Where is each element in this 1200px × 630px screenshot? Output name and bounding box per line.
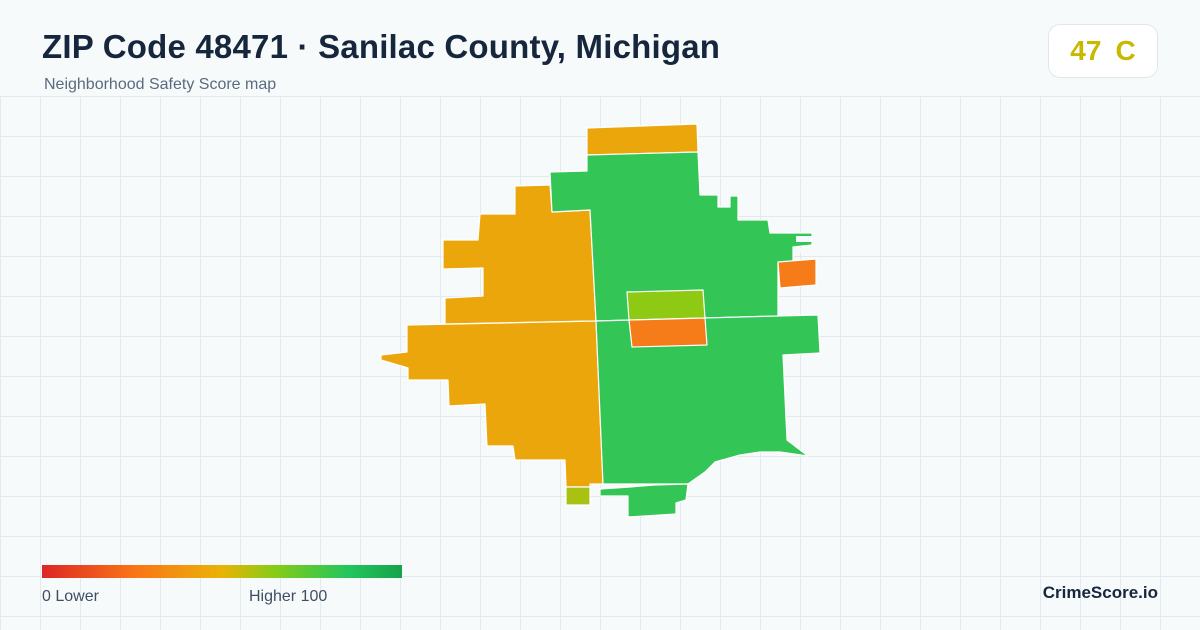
- legend-max-label: Higher 100: [249, 588, 328, 605]
- map-zone-center-south[interactable]: [628, 317, 708, 348]
- page-subtitle: Neighborhood Safety Score map: [44, 76, 277, 93]
- map-zone-southwest[interactable]: [380, 320, 604, 488]
- map-zone-south-extension[interactable]: [599, 483, 689, 518]
- map-zone-center-north[interactable]: [626, 289, 706, 321]
- map-notch: [798, 248, 812, 253]
- safety-score-badge: 47 C: [1048, 24, 1158, 78]
- map-notch: [796, 236, 812, 242]
- map-zone-southeast[interactable]: [595, 314, 821, 485]
- map-zone-south-tract[interactable]: [565, 486, 591, 506]
- legend-color-scale: [42, 565, 402, 578]
- score-grade: C: [1115, 35, 1136, 66]
- score-value: 47: [1070, 35, 1102, 66]
- map-zone-north-strip[interactable]: [586, 123, 699, 156]
- legend-min-label: 0 Lower: [42, 588, 99, 605]
- map-zone-east-tract[interactable]: [777, 258, 817, 289]
- brand-logo-text: CrimeScore.io: [1042, 583, 1158, 602]
- page-title: ZIP Code 48471 · Sanilac County, Michiga…: [42, 28, 721, 65]
